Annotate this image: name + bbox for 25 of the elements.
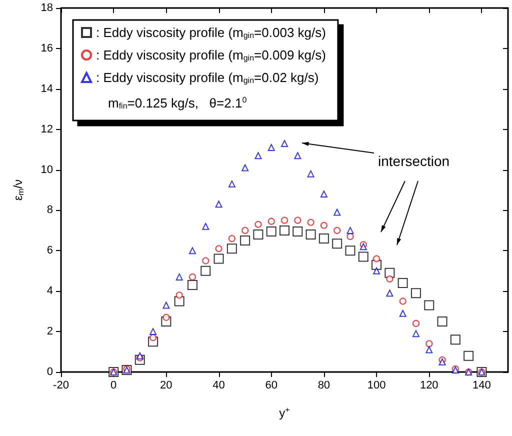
x-tick-label: 100 — [367, 380, 386, 392]
y-tick-label: 16 — [40, 42, 53, 54]
y-tick-label: 0 — [46, 366, 53, 378]
x-tick-label: 80 — [318, 380, 330, 392]
x-tick-label: 0 — [110, 380, 117, 392]
legend-label: : Eddy viscosity profile (mgin=0.009 kg/s) — [96, 48, 326, 62]
y-tick-label: 6 — [46, 244, 53, 257]
y-tick-label: 10 — [40, 164, 53, 176]
y-tick-label: 8 — [46, 204, 53, 216]
x-tick-label: 120 — [420, 380, 438, 392]
x-tick-label: 140 — [472, 380, 491, 392]
y-tick-label: 18 — [40, 2, 53, 14]
x-axis-title: y+ — [279, 406, 290, 420]
x-tick-label: 60 — [265, 380, 278, 392]
y-tick-label: 12 — [40, 123, 53, 136]
y-tick-label: 14 — [40, 82, 53, 95]
y-tick-label: 4 — [46, 285, 53, 298]
legend-label: : Eddy viscosity profile (mgin=0.003 kg/s) — [96, 25, 326, 40]
legend-label: : Eddy viscosity profile (mgin=0.02 kg/s) — [96, 70, 319, 85]
annotation: intersection — [378, 153, 450, 169]
x-tick-label: -20 — [53, 380, 69, 392]
x-tick-label: 40 — [212, 380, 225, 392]
x-tick-label: 20 — [160, 380, 172, 392]
y-tick-label: 2 — [46, 326, 53, 338]
y-axis-title: εm/ν — [11, 179, 26, 201]
